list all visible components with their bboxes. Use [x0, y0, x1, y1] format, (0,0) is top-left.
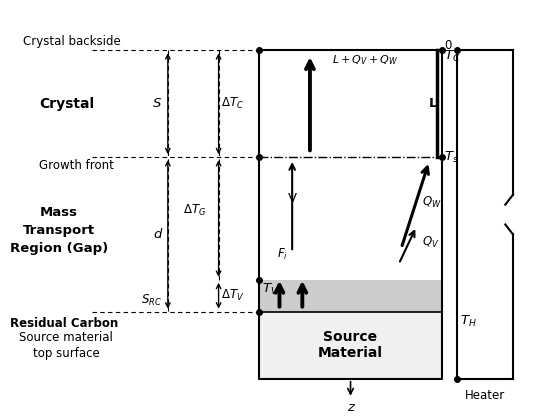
Text: $Q_V$: $Q_V$: [422, 235, 439, 250]
Text: S: S: [153, 97, 162, 110]
Text: Crystal backside: Crystal backside: [23, 35, 120, 48]
Text: d: d: [153, 228, 162, 241]
Text: $F_i$: $F_i$: [277, 247, 287, 262]
Text: $Q_W$: $Q_W$: [422, 195, 441, 210]
Text: V: V: [288, 192, 297, 205]
Bar: [259, 312, 442, 379]
Text: Region (Gap): Region (Gap): [10, 242, 108, 255]
Text: $L+Q_V+Q_W$: $L+Q_V+Q_W$: [332, 53, 399, 67]
Text: $\Delta T_G$: $\Delta T_G$: [183, 203, 206, 218]
Text: $\Delta T_C$: $\Delta T_C$: [221, 96, 244, 111]
Text: $T_s$: $T_s$: [444, 150, 459, 165]
Text: Residual Carbon: Residual Carbon: [10, 317, 118, 330]
Text: $S_{RC}$: $S_{RC}$: [141, 292, 162, 307]
Text: $T_H$: $T_H$: [460, 314, 477, 329]
Text: $T_C$: $T_C$: [444, 49, 461, 64]
Text: z: z: [347, 401, 354, 414]
Text: 0: 0: [444, 39, 452, 52]
Text: top surface: top surface: [33, 347, 100, 359]
Text: L: L: [428, 97, 437, 110]
Text: Source
Material: Source Material: [318, 330, 383, 360]
Text: Transport: Transport: [23, 224, 95, 237]
Text: Heater: Heater: [465, 389, 505, 402]
Text: $T_V$: $T_V$: [262, 282, 279, 297]
Bar: [259, 280, 442, 312]
Text: Crystal: Crystal: [39, 97, 94, 111]
Text: Growth front: Growth front: [39, 159, 114, 172]
Text: $\Delta T_V$: $\Delta T_V$: [221, 288, 244, 303]
Text: Source material: Source material: [19, 331, 113, 344]
Text: Mass: Mass: [40, 206, 78, 219]
